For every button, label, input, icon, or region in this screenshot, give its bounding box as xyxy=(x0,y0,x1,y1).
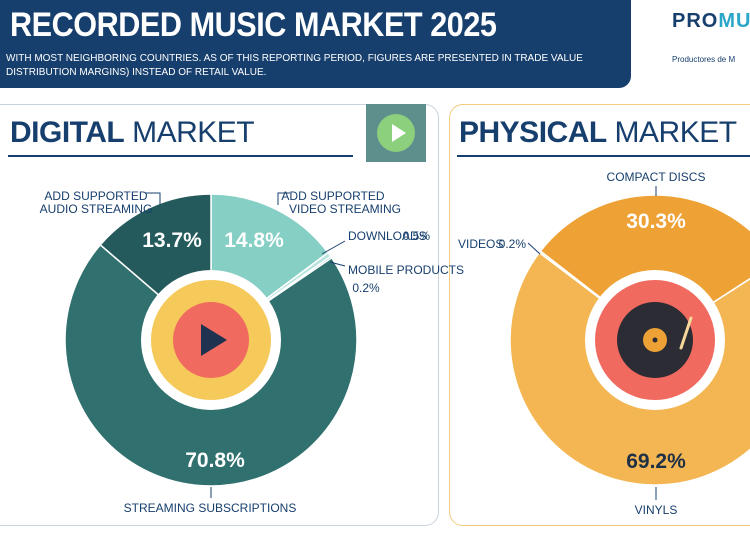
leader-videos xyxy=(527,242,541,255)
value-label-audio-streaming: 13.7% xyxy=(142,229,202,252)
leader-audio xyxy=(145,192,161,205)
leader-downloads xyxy=(321,240,346,255)
category-label-audio-2: AUDIO STREAMING xyxy=(40,202,153,216)
category-label-video-2: VIDEO STREAMING xyxy=(289,202,401,216)
logo-text: PRO xyxy=(672,10,719,32)
logo-text-accent: MU xyxy=(718,10,750,32)
play-icon-center xyxy=(201,324,227,356)
digital-panel-title: DIGITAL MARKET xyxy=(10,116,255,149)
value-label-mobile: 0.2% xyxy=(352,281,380,295)
category-label-subscriptions: STREAMING SUBSCRIPTIONS xyxy=(124,501,297,515)
tonearm xyxy=(679,316,693,350)
category-label-audio-1: ADD SUPPORTED xyxy=(44,189,147,203)
value-label-vinyls: 69.2% xyxy=(626,450,686,473)
leader-video xyxy=(277,192,290,205)
physical-panel-title: PHYSICAL MARKET xyxy=(459,116,737,149)
report-subtitle-line-1: WITH MOST NEIGHBORING COUNTRIES. AS OF T… xyxy=(6,53,583,64)
category-label-videos: VIDEOS xyxy=(458,237,503,251)
category-label-video-1: ADD SUPPORTED xyxy=(281,189,384,203)
brand-logo: PROMU Productores de M xyxy=(672,10,750,64)
value-label-compact-discs: 30.3% xyxy=(626,210,686,233)
logo-tagline: Productores de M xyxy=(672,55,736,64)
physical-title-rule xyxy=(457,155,750,157)
report-header: RECORDED MUSIC MARKET 2025 WITH MOST NEI… xyxy=(0,0,631,88)
category-label-compact-discs: COMPACT DISCS xyxy=(607,170,706,184)
report-subtitle-line-2: DISTRIBUTION MARGINS) INSTEAD OF RETAIL … xyxy=(6,67,267,78)
report-title: RECORDED MUSIC MARKET 2025 xyxy=(10,6,497,44)
category-label-mobile: MOBILE PRODUCTS xyxy=(348,263,464,277)
value-label-video-streaming: 14.8% xyxy=(224,229,284,252)
value-label-downloads: 0.5% xyxy=(403,229,431,243)
value-label-videos: 0.2% xyxy=(499,237,527,251)
value-label-streaming-subscriptions: 70.8% xyxy=(185,449,245,472)
digital-title-rule xyxy=(8,155,353,157)
leader-mobile xyxy=(329,261,346,267)
vinyl-hole xyxy=(652,337,658,343)
play-badge xyxy=(366,104,426,162)
category-label-downloads: DOWNLOADS xyxy=(348,229,427,243)
category-label-vinyls: VINYLS xyxy=(635,503,678,517)
